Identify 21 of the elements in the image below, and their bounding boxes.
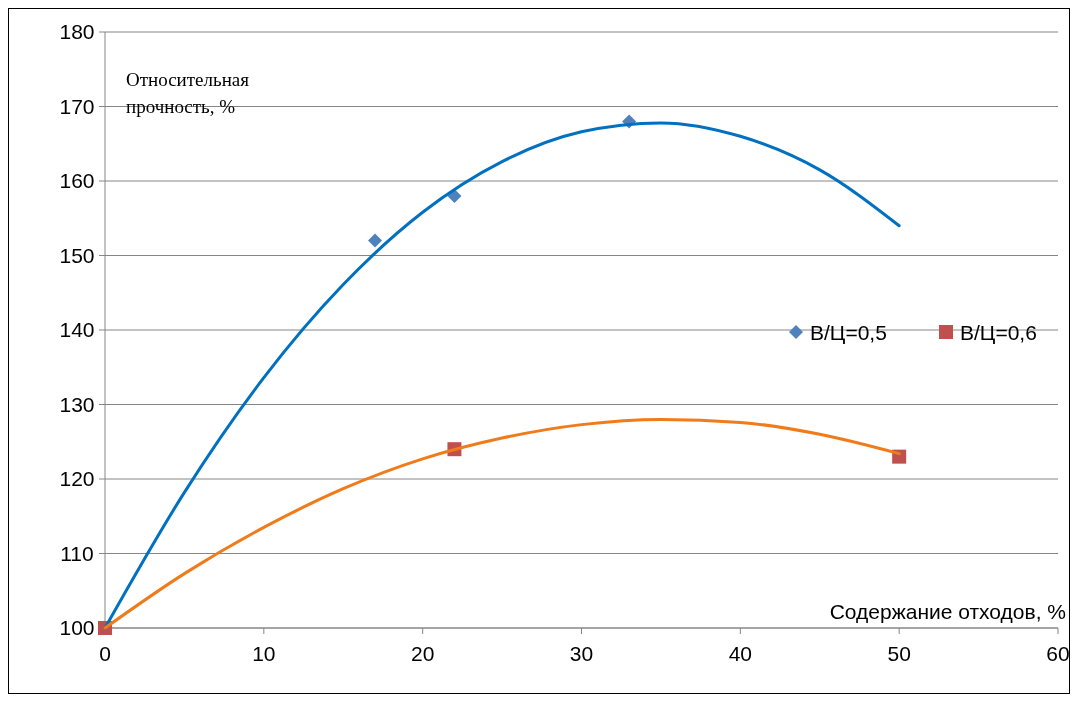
- x-axis-title: Содержание отходов, %: [829, 600, 1066, 623]
- y-tick-label: 140: [59, 318, 95, 341]
- x-tick-label: 10: [252, 642, 276, 665]
- x-tick-label: 50: [887, 642, 911, 665]
- x-tick-label: 40: [728, 642, 753, 665]
- legend-label: В/Ц=0,5: [810, 321, 887, 344]
- y-tick-label: 100: [59, 616, 95, 639]
- y-tick-label: 110: [60, 541, 94, 565]
- y-tick-label: 130: [59, 392, 95, 416]
- y-tick-label: 180: [59, 20, 95, 43]
- y-tick-label: 150: [59, 243, 95, 267]
- x-tick-label: 20: [410, 642, 435, 665]
- point: [368, 233, 383, 248]
- y-tick-label: 170: [59, 94, 95, 118]
- x-tick-label: 0: [99, 642, 111, 665]
- legend-label: В/Ц=0,6: [960, 321, 1037, 344]
- x-tick-label: 60: [1046, 642, 1070, 665]
- y-axis-title: Относительная прочность, %: [126, 69, 250, 117]
- y-tick-label: 120: [59, 467, 95, 490]
- y-tick-label: 160: [59, 169, 95, 192]
- x-tick-label: 30: [569, 642, 594, 665]
